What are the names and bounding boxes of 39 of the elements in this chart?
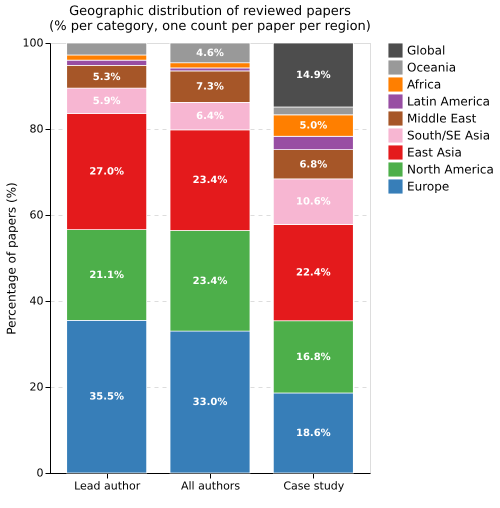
y-tick-label: 40 xyxy=(30,294,44,308)
y-axis-title: Percentage of papers (%) xyxy=(4,182,19,335)
data-label: 5.0% xyxy=(299,120,328,132)
legend-label: Global xyxy=(407,44,446,58)
data-label: 4.6% xyxy=(196,48,224,59)
chart-title: Geographic distribution of reviewed papers xyxy=(69,4,352,19)
legend-label: Latin America xyxy=(407,94,490,108)
legend-label: Europe xyxy=(407,180,450,194)
y-tick-label: 0 xyxy=(36,466,44,480)
data-label: 33.0% xyxy=(192,397,228,408)
data-label: 14.9% xyxy=(296,70,331,82)
data-label: 22.4% xyxy=(296,268,331,279)
y-tick-label: 80 xyxy=(30,122,44,136)
data-label: 5.9% xyxy=(92,96,121,107)
y-tick-label: 60 xyxy=(30,208,44,222)
data-label: 18.6% xyxy=(296,428,331,440)
legend-label: South/SE Asia xyxy=(407,128,490,142)
legend-label: North America xyxy=(407,162,494,176)
data-label: 6.4% xyxy=(196,111,224,122)
data-label: 16.8% xyxy=(296,352,331,363)
data-label: 10.6% xyxy=(296,196,331,208)
x-tick-label: All authors xyxy=(180,480,240,492)
data-label: 23.4% xyxy=(192,175,228,186)
data-label: 35.5% xyxy=(89,392,124,403)
legend-label: Middle East xyxy=(407,112,477,126)
data-label: 23.4% xyxy=(192,276,228,287)
x-tick-label: Case study xyxy=(283,480,345,492)
data-label: 5.3% xyxy=(92,72,121,83)
legend-label: East Asia xyxy=(407,146,462,160)
data-label: 7.3% xyxy=(196,82,224,93)
y-tick-label: 100 xyxy=(22,36,44,50)
legend-label: Oceania xyxy=(407,60,456,74)
chart-subtitle: (% per category, one count per paper per region) xyxy=(49,19,371,34)
data-label: 27.0% xyxy=(89,166,124,178)
x-tick-label: Lead author xyxy=(74,480,141,492)
data-label: 6.8% xyxy=(299,159,328,170)
data-label: 21.1% xyxy=(89,270,124,281)
legend-label: Africa xyxy=(407,78,442,92)
y-tick-label: 20 xyxy=(30,380,44,394)
